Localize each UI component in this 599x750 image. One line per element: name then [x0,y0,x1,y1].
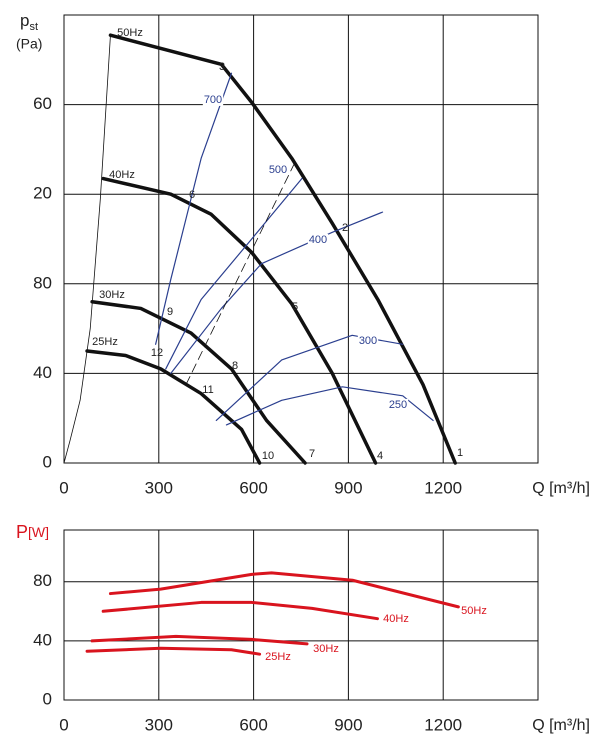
y-tick-label: 80 [33,273,52,292]
y-unit: [W] [28,524,49,540]
curve-label: 300 [359,335,377,347]
label-bg [357,334,379,347]
y-label-sub: st [29,21,38,33]
x-tick-label: 0 [59,478,68,497]
curve [85,646,262,656]
point-label: 6 [189,189,195,201]
y-tick-label: 0 [43,689,52,708]
point-label: 1 [457,447,463,459]
y-tick-label: 60 [33,94,52,113]
curve [185,157,298,385]
curve [215,334,404,422]
point-label: 5 [292,301,298,313]
x-tick-label: 0 [59,715,68,734]
y-label: P[W] [16,522,49,542]
curve-label: 40Hz [383,613,409,625]
x-tick-label: 600 [239,715,267,734]
curve-label: 25Hz [92,336,118,348]
curve-label: 30Hz [99,289,125,301]
x-tick-label: 1200 [424,715,462,734]
curve-label: 50Hz [117,27,143,39]
x-tick-label: 300 [145,715,173,734]
curve [155,72,233,345]
y-label: pst [20,11,38,32]
curve [85,349,262,465]
point-label: 3 [219,61,225,73]
curve-label: 40Hz [109,169,135,181]
y-tick-label: 0 [43,452,52,471]
curve [63,34,111,464]
point-label: 12 [151,347,163,359]
y-label-main: p [20,11,29,30]
curve [165,177,303,370]
point-label: 11 [202,384,213,396]
y-tick-label: 80 [33,571,52,590]
point-label: 7 [309,448,315,460]
y-label-main: P [16,522,28,542]
curve-label: 250 [389,399,407,411]
y-tick-label: 40 [33,630,52,649]
x-axis-label: Q [m³/h] [532,480,590,497]
curve [101,600,379,621]
y-tick-label: 40 [33,363,52,382]
y-tick-label: 20 [33,184,52,203]
point-label: 10 [262,450,274,462]
curve-label: 700 [204,94,222,106]
x-axis-label: Q [m³/h] [532,717,590,734]
curve-label: 50Hz [461,605,487,617]
curve [108,571,460,609]
x-tick-label: 1200 [424,478,462,497]
curve-label: 400 [309,234,327,246]
curve [170,211,384,374]
curve-label: 25Hz [265,651,291,663]
curve-label: 30Hz [313,643,339,655]
curve [90,299,307,465]
curve [108,33,457,465]
label-bg [267,163,289,176]
label-bg [307,233,329,246]
label-bg [202,93,224,106]
curve [225,386,434,426]
x-tick-label: 900 [334,478,362,497]
point-label: 4 [377,450,383,462]
curve [101,176,378,465]
point-label: 9 [167,306,173,318]
label-bg [387,398,409,411]
curve-label: 500 [269,164,287,176]
x-tick-label: 600 [239,478,267,497]
x-tick-label: 900 [334,715,362,734]
curve [90,634,309,646]
y-unit: (Pa) [16,36,42,52]
x-tick-label: 300 [145,478,173,497]
point-label: 8 [232,360,238,372]
point-label: 2 [342,222,348,234]
